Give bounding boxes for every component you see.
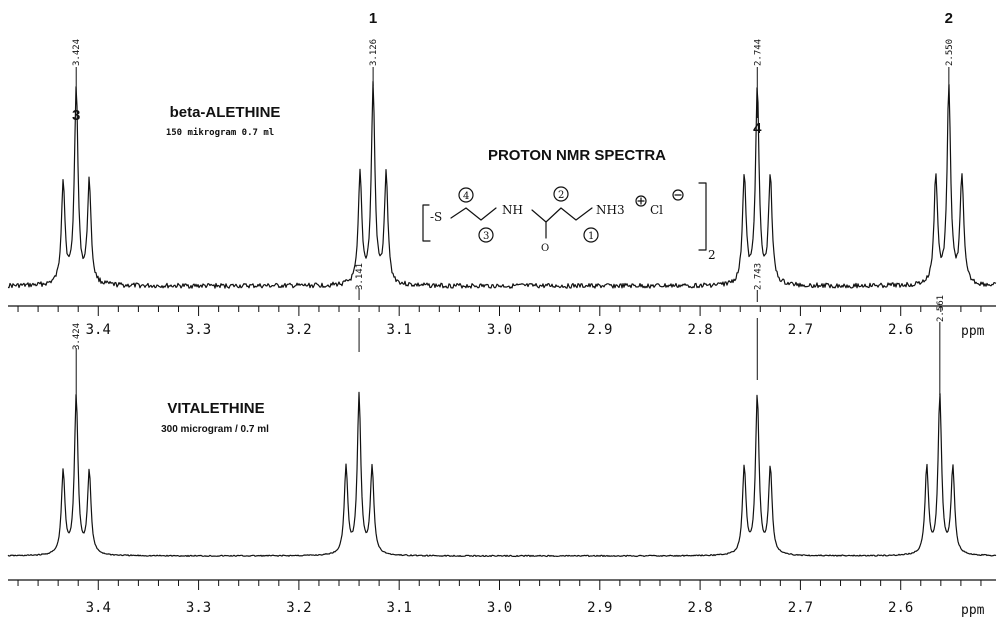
structure-plus-sign	[637, 197, 645, 205]
x-tick-label: 2.6	[888, 322, 913, 338]
x-tick-label: 3.1	[387, 600, 412, 616]
x-tick-label: 3.2	[286, 600, 311, 616]
structure-chain-2	[531, 207, 593, 223]
structure-circle-3	[478, 227, 494, 243]
peak-value-label: 2.561	[936, 295, 946, 322]
peak-value-label: 3.141	[355, 263, 365, 290]
peak-value-label: 2.744	[753, 39, 763, 66]
x-tick-label: 2.9	[587, 600, 612, 616]
structure-oxygen: O	[541, 243, 549, 254]
top-x-unit-label: ppm	[961, 324, 985, 339]
structure-position-3: 3	[483, 231, 489, 242]
x-tick-label: 2.7	[788, 322, 813, 338]
peak-value-label: 3.424	[72, 323, 82, 350]
x-tick-label: 2.6	[888, 600, 913, 616]
bottom-spectrum-subtitle: 300 microgram / 0.7 ml	[161, 424, 269, 435]
structure-nh: NH	[502, 203, 523, 217]
peak-value-label: 3.424	[72, 39, 82, 66]
x-tick-label: 2.8	[687, 322, 712, 338]
x-tick-label: 3.2	[286, 322, 311, 338]
peak-value-label: 2.743	[753, 263, 763, 290]
structure-circle-2	[553, 186, 569, 202]
structure-position-2: 2	[558, 190, 564, 201]
spectrum-trace-top	[7, 80, 997, 289]
x-tick-label: 2.7	[788, 600, 813, 616]
x-tick-label: 3.3	[186, 322, 211, 338]
structure-right-bracket	[698, 182, 707, 251]
structure-minus-charge	[672, 189, 684, 201]
x-tick-label: 2.8	[687, 600, 712, 616]
x-tick-label: 3.0	[487, 322, 512, 338]
figure-heading: PROTON NMR SPECTRA	[488, 147, 666, 164]
structure-nh3: NH3	[596, 203, 625, 217]
multiplet-number-2: 2	[945, 10, 953, 27]
multiplet-number-3: 3	[72, 107, 80, 124]
top-spectrum: 3.4 3.3 3.2 3.1 3.0 2.9 2.8 2.7 2.6 3.424 3.126 2.7…	[7, 10, 997, 338]
structure-plus-charge	[635, 195, 647, 207]
peak-value-label: 3.126	[369, 39, 379, 66]
top-spectrum-title: beta-ALETHINE	[170, 104, 281, 121]
molecule-structure: -S NH O NH3 Cl 4 3 2 1 2	[422, 182, 716, 262]
structure-position-1: 1	[588, 231, 594, 242]
bottom-spectrum-title: VITALETHINE	[167, 400, 264, 417]
peak-value-label: 2.550	[945, 39, 955, 66]
structure-subscript: 2	[708, 248, 716, 262]
structure-chain-1	[450, 207, 497, 221]
multiplet-number-1: 1	[369, 10, 377, 27]
x-tick-label: 3.3	[186, 600, 211, 616]
x-tick-label: 2.9	[587, 322, 612, 338]
structure-circle-4	[458, 187, 474, 203]
x-tick-label: 3.4	[86, 322, 111, 338]
structure-sulfur: -S	[430, 210, 442, 224]
structure-position-4: 4	[463, 191, 469, 202]
structure-left-bracket	[422, 204, 431, 242]
multiplet-number-4: 4	[753, 120, 762, 137]
spectrum-trace-bottom	[7, 391, 997, 558]
top-spectrum-subtitle: 150 mikrogram 0.7 ml	[166, 127, 274, 138]
structure-chlorine: Cl	[650, 203, 663, 217]
x-tick-label: 3.4	[86, 600, 111, 616]
x-tick-label: 3.1	[387, 322, 412, 338]
x-tick-label: 3.0	[487, 600, 512, 616]
structure-circle-1	[583, 227, 599, 243]
bottom-x-unit-label: ppm	[961, 603, 985, 618]
bottom-spectrum: 3.4 3.3 3.2 3.1 3.0 2.9 2.8 2.7 2.6 3.424 2.561	[7, 295, 997, 616]
